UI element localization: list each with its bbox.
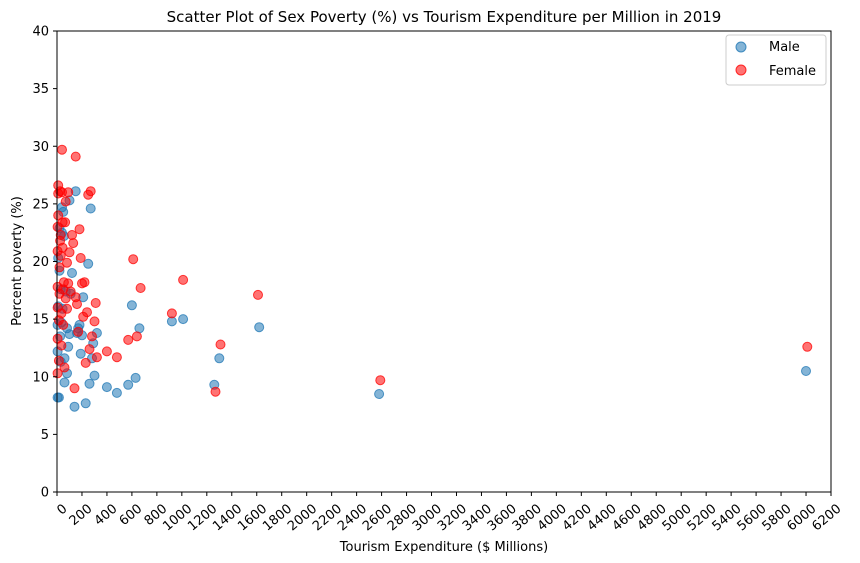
x-axis: 0200400600800100012001400160018002000220…: [54, 492, 844, 534]
x-tick-label-31: 6200: [809, 502, 844, 535]
point-female-51: [84, 344, 95, 355]
point-male-36: [83, 258, 94, 269]
point-female-62: [135, 283, 146, 293]
point-female-49: [82, 307, 92, 318]
point-female-53: [87, 331, 97, 342]
point-male-26: [67, 268, 77, 278]
point-male-18: [59, 377, 70, 388]
point-female-48: [80, 357, 91, 368]
point-female-29: [60, 293, 71, 304]
legend-label-female: Female: [769, 64, 816, 79]
point-female-31: [62, 303, 72, 314]
y-tick-label-4: 20: [32, 255, 49, 270]
point-male-38: [85, 203, 96, 214]
y-tick-label-5: 25: [32, 197, 49, 212]
point-female-56: [91, 352, 102, 363]
point-female-41: [72, 299, 82, 310]
point-female-19: [57, 144, 67, 155]
point-male-54: [374, 389, 385, 399]
point-male-43: [101, 382, 112, 393]
x-axis-title: Tourism Expenditure ($ Millions): [339, 540, 548, 555]
point-female-26: [59, 362, 70, 373]
legend: Male Female: [725, 34, 827, 86]
point-male-52: [214, 353, 225, 364]
legend-marker-male: [735, 41, 747, 53]
y-tick-label-7: 35: [32, 82, 49, 97]
x-tick-label-1: 200: [67, 502, 96, 529]
point-male-37: [84, 378, 95, 389]
point-female-39: [70, 151, 81, 162]
point-male-32: [75, 348, 86, 359]
point-male-45: [123, 379, 134, 390]
y-axis-title: Percent poverty (%): [10, 196, 25, 326]
point-male-50: [178, 314, 189, 325]
point-female-27: [60, 217, 71, 228]
point-female-60: [128, 254, 139, 265]
y-tick-label-6: 30: [32, 140, 49, 155]
point-female-55: [90, 298, 101, 308]
point-male-46: [126, 300, 137, 311]
y-tick-label-8: 40: [32, 25, 49, 40]
point-female-43: [74, 224, 85, 235]
point-female-64: [178, 274, 189, 285]
y-tick-label-2: 10: [32, 370, 49, 385]
x-tick-label-2: 400: [92, 502, 121, 529]
y-tick-label-0: 0: [41, 486, 49, 501]
point-female-22: [57, 242, 68, 253]
point-female-59: [123, 334, 134, 345]
point-female-57: [101, 346, 112, 357]
point-female-65: [210, 386, 221, 397]
point-male-53: [254, 322, 265, 333]
point-male-47: [130, 372, 141, 383]
point-male-55: [801, 366, 811, 376]
scatter-marks: [52, 144, 813, 412]
point-female-68: [375, 375, 386, 386]
point-female-54: [89, 316, 100, 327]
point-female-34: [64, 247, 75, 258]
point-female-44: [75, 253, 86, 263]
point-female-24: [58, 319, 69, 330]
point-female-69: [802, 341, 813, 352]
legend-label-male: Male: [769, 40, 800, 55]
y-tick-label-3: 15: [32, 313, 49, 328]
point-male-5: [53, 392, 64, 403]
point-female-28: [60, 196, 71, 207]
point-female-30: [62, 257, 72, 268]
point-male-35: [80, 398, 91, 409]
point-female-47: [79, 277, 90, 288]
point-female-61: [131, 331, 142, 342]
point-female-36: [67, 230, 77, 240]
point-male-27: [69, 401, 80, 412]
x-tick-label-3: 600: [117, 502, 146, 529]
point-female-66: [215, 339, 226, 350]
point-female-32: [63, 187, 74, 198]
point-female-38: [69, 383, 80, 394]
point-female-58: [111, 352, 122, 363]
y-axis: 0 5 10 15 20 25 30 35 40: [32, 25, 57, 501]
point-female-67: [253, 289, 263, 300]
legend-marker-female: [735, 64, 747, 76]
point-female-63: [166, 308, 177, 319]
point-female-52: [85, 186, 96, 197]
point-female-18: [56, 340, 67, 351]
point-female-15: [55, 230, 66, 240]
y-tick-label-1: 5: [41, 428, 49, 443]
plot-background: [57, 31, 831, 492]
point-female-0: [52, 368, 63, 379]
chart-title: Scatter Plot of Sex Poverty (%) vs Touri…: [167, 8, 722, 26]
point-female-42: [73, 326, 84, 337]
legend-box: [725, 34, 827, 86]
point-female-37: [68, 238, 79, 249]
point-male-44: [111, 387, 122, 398]
point-female-8: [53, 210, 64, 221]
point-male-41: [89, 370, 100, 381]
